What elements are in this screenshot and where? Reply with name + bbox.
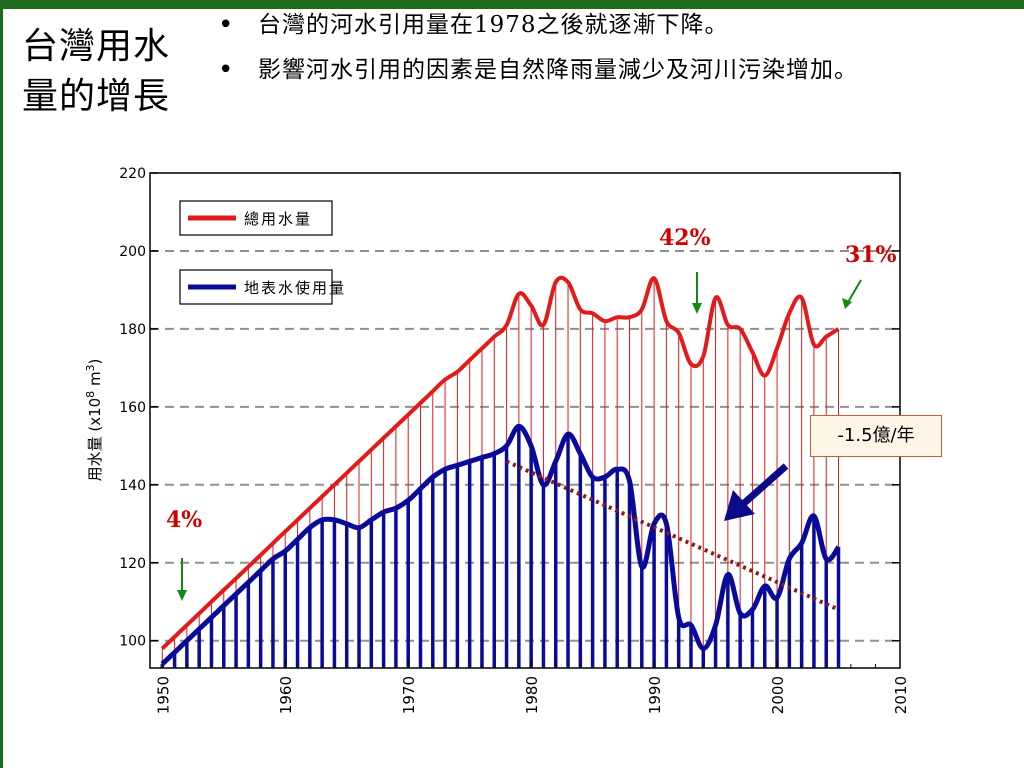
trend-rate-label: -1.5億/年 [810, 415, 942, 457]
y-tick-label: 100 [119, 634, 146, 650]
x-tick-label: 1980 [523, 676, 541, 714]
y-tick-label: 140 [119, 478, 146, 494]
left-accent-rule [0, 9, 3, 768]
bullet-dot-icon: • [218, 10, 235, 40]
trend-arrow-head [724, 490, 755, 521]
arrow-31-percent [846, 279, 862, 305]
bullet-text-2: 影響河水引用的因素是自然降雨量減少及河川污染增加。 [258, 57, 858, 83]
x-tick-label: 1970 [400, 676, 418, 714]
bullet-item-1: • 台灣的河水引用量在1978之後就逐漸下降。 [210, 10, 1010, 41]
y-axis-label: 用水量 (x108 m3) [84, 359, 105, 482]
bullet-text-1: 台灣的河水引用量在1978之後就逐漸下降。 [258, 12, 729, 38]
x-tick-label: 2000 [769, 676, 787, 714]
y-tick-label: 200 [119, 244, 146, 260]
trend-arrow-shaft [739, 463, 789, 508]
x-tick-label: 2010 [892, 676, 910, 714]
top-accent-bar [0, 0, 1024, 9]
y-tick-label: 160 [119, 400, 146, 416]
series-line-surface [160, 423, 841, 666]
legend-total-label: 總用水量 [244, 210, 312, 228]
arrowhead-42-percent [692, 303, 702, 314]
bullet-item-2: • 影響河水引用的因素是自然降雨量減少及河川污染增加。 [210, 55, 1010, 86]
bullet-dot-icon: • [218, 55, 235, 85]
x-tick-label: 1950 [154, 676, 172, 714]
y-tick-label: 180 [119, 322, 146, 338]
bullet-list: • 台灣的河水引用量在1978之後就逐漸下降。 • 影響河水引用的因素是自然降雨… [210, 10, 1010, 100]
arrowhead-31-percent [842, 298, 852, 309]
y-tick-label: 220 [119, 166, 146, 182]
arrowhead-4-percent [177, 590, 187, 601]
plot-frame [149, 172, 901, 669]
y-tick-label: 120 [119, 556, 146, 572]
legend-surface-label: 地表水使用量 [244, 279, 346, 297]
annotation-31-percent: 31% [845, 242, 897, 268]
x-tick-label: 1960 [277, 676, 295, 714]
series-line-total [160, 275, 840, 650]
x-tick-label: 1990 [646, 676, 664, 714]
slide-title: 台灣用水量的增長 [22, 26, 171, 117]
annotation-4-percent: 4% [166, 507, 203, 533]
trend-line [505, 459, 840, 612]
annotation-42-percent: 42% [659, 225, 711, 251]
